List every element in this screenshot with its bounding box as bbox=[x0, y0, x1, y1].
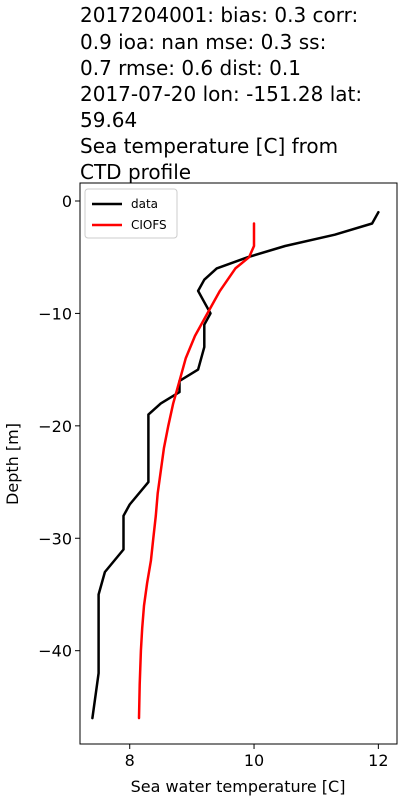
x-tick-label: 8 bbox=[125, 751, 135, 770]
title-line: 0.9 ioa: nan mse: 0.3 ss: bbox=[80, 30, 326, 54]
series-line-ciofs bbox=[137, 222, 256, 720]
title-line: 2017204001: bias: 0.3 corr: bbox=[80, 3, 358, 27]
y-tick-label: 0 bbox=[62, 192, 72, 211]
title-line: CTD profile bbox=[80, 160, 191, 184]
title-line: 0.7 rmse: 0.6 dist: 0.1 bbox=[80, 56, 301, 80]
title-line: Sea temperature [C] from bbox=[80, 134, 338, 158]
plot-area bbox=[79, 182, 398, 745]
y-tick-label: −30 bbox=[38, 529, 72, 548]
series-lines bbox=[91, 210, 380, 720]
legend-label-data: data bbox=[131, 197, 158, 211]
axis-ticks: 8 10 12 0 −10 −20 −30 −40 bbox=[38, 192, 388, 770]
y-tick-label: −20 bbox=[38, 417, 72, 436]
x-axis-label: Sea water temperature [C] bbox=[131, 777, 346, 796]
chart-title: 2017204001: bias: 0.3 corr: 0.9 ioa: nan… bbox=[80, 3, 362, 184]
y-tick-label: −10 bbox=[38, 304, 72, 323]
x-tick-label: 10 bbox=[244, 751, 264, 770]
series-line-data bbox=[91, 210, 380, 720]
title-line: 59.64 bbox=[80, 108, 137, 132]
y-tick-label: −40 bbox=[38, 642, 72, 661]
legend: data CIOFS bbox=[84, 188, 178, 239]
x-tick-label: 12 bbox=[368, 751, 388, 770]
legend-label-ciofs: CIOFS bbox=[131, 218, 167, 232]
y-axis-label: Depth [m] bbox=[3, 423, 22, 505]
title-line: 2017-07-20 lon: -151.28 lat: bbox=[80, 82, 362, 106]
